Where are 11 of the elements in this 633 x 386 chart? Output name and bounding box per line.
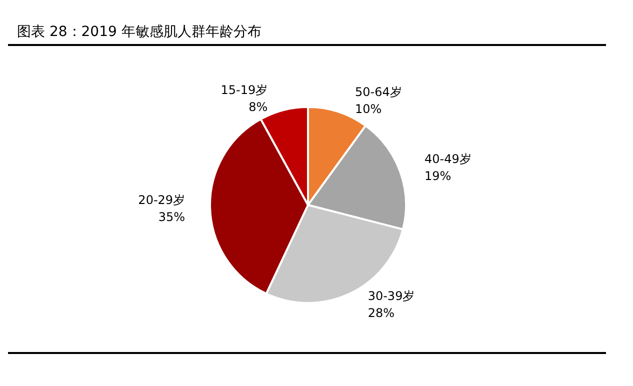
data-label: 35%	[158, 210, 186, 224]
slice-label: 40-49岁	[424, 152, 472, 166]
slice-label: 20-29岁	[138, 192, 186, 207]
slice-label: 30-39岁	[368, 289, 415, 304]
slice-label: 50-64岁	[354, 84, 402, 99]
data-label: 10%	[354, 102, 382, 116]
data-label: 8%	[248, 100, 268, 114]
slice-label: 15-19岁	[220, 82, 268, 97]
data-label: 19%	[424, 169, 452, 184]
data-label: 28%	[368, 306, 395, 320]
chart-title: 图表 28：2019 年敏感肌人群年龄分布	[17, 24, 262, 40]
